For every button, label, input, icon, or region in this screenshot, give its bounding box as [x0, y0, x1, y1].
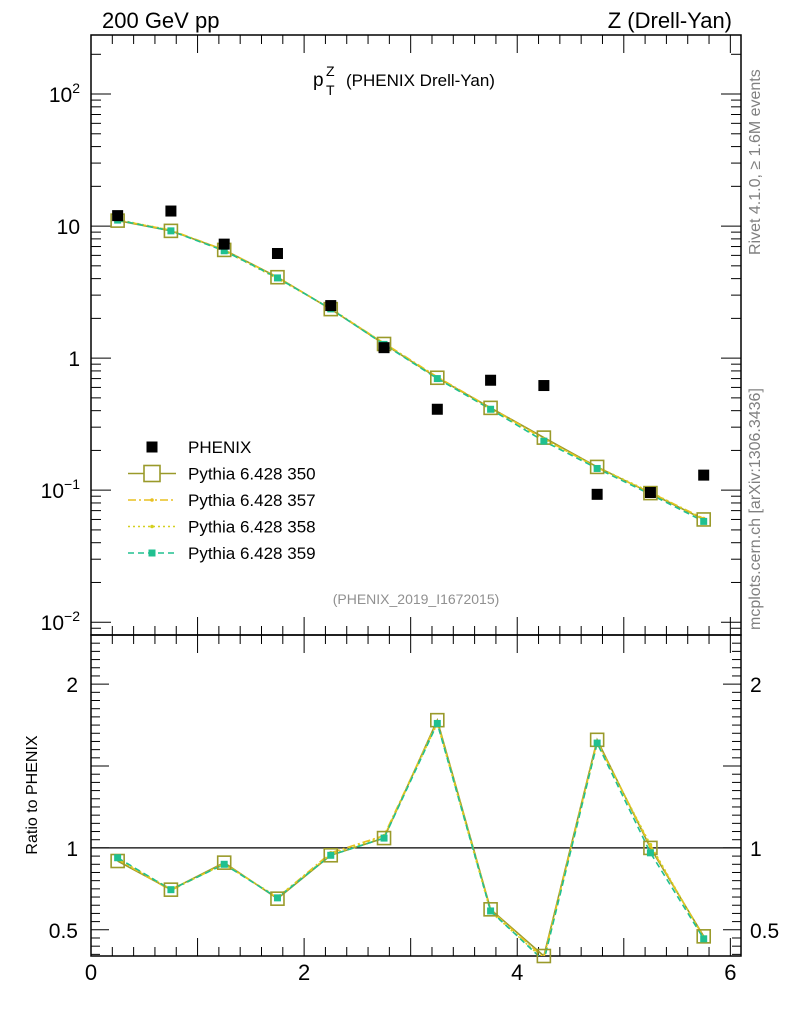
- main-marker-0: [483, 400, 498, 416]
- x-tick-label: 2: [298, 960, 310, 985]
- legend-label-0: Pythia 6.428 350: [188, 465, 316, 484]
- ratio-ylabel: Ratio to PHENIX: [24, 735, 41, 854]
- mcplots-label: mcplots.cern.ch [arXiv:1306.3436]: [747, 388, 764, 630]
- ratio-marker-0: [270, 891, 285, 906]
- ratio-marker-3: [114, 854, 122, 862]
- ratio-marker-0: [696, 929, 712, 944]
- ratio-panel-frame: [90, 634, 742, 957]
- axis-tick-labels: 10−2 10−1 1 10 102 0 2 4 6 0.5 0.5 1 1 2 2: [41, 80, 780, 985]
- ratio-line-2: [117, 721, 705, 956]
- legend-label-data: PHENIX: [188, 438, 251, 457]
- header-right: Z (Drell-Yan): [608, 8, 732, 33]
- ratio-marker-0: [323, 847, 339, 863]
- ratio-marker-3: [433, 719, 441, 727]
- ratio-marker-3: [593, 739, 601, 747]
- x-tick-label: 0: [85, 960, 97, 985]
- series-points: [110, 205, 712, 964]
- data-point: [112, 210, 124, 222]
- main-marker-0: [430, 370, 445, 386]
- legend-label-1: Pythia 6.428 357: [188, 491, 316, 510]
- ratio-marker-0: [216, 855, 232, 870]
- ratio-marker-3: [700, 935, 708, 943]
- ratio-marker-3: [273, 894, 281, 902]
- main-marker-0: [696, 512, 712, 527]
- ratio-tick-label-left: 1: [66, 838, 78, 861]
- main-marker-3: [167, 227, 175, 235]
- y-tick-label: 102: [49, 80, 80, 107]
- data-point: [644, 487, 656, 499]
- ratio-marker-3: [327, 851, 335, 859]
- ratio-marker-0: [536, 948, 552, 964]
- main-marker-0: [589, 459, 605, 475]
- data-point: [378, 342, 390, 354]
- legend-marker-1: [150, 498, 154, 502]
- ratio-tick-label-right: 1: [750, 838, 762, 861]
- data-point: [271, 247, 283, 259]
- main-marker-3: [220, 247, 228, 255]
- ratio-tick-label-right: 2: [750, 674, 762, 697]
- title-rest: (PHENIX Drell-Yan): [346, 71, 495, 90]
- legend-marker-3: [148, 549, 156, 557]
- title-main: p: [313, 70, 324, 91]
- ratio-marker-3: [487, 907, 495, 915]
- title-sub: T: [326, 82, 335, 98]
- ratio-marker-0: [483, 902, 498, 917]
- data-point: [325, 300, 337, 312]
- x-tick-label: 6: [724, 960, 736, 985]
- main-marker-0: [163, 223, 179, 239]
- legend-label-3: Pythia 6.428 359: [188, 544, 316, 563]
- ratio-marker-3: [380, 834, 388, 842]
- data-point: [485, 374, 497, 386]
- ratio-marker-3: [646, 849, 654, 857]
- series-line-3: [117, 219, 705, 523]
- analysis-tag: (PHENIX_2019_I1672015): [333, 591, 500, 607]
- series-curves: [117, 218, 705, 956]
- data-point: [698, 469, 710, 481]
- y-tick-label: 10−1: [41, 476, 81, 503]
- rivet-version-label: Rivet 4.1.0, ≥ 1.6M events: [747, 69, 764, 255]
- ratio-line-0: [117, 717, 705, 956]
- y-tick-label: 10: [57, 216, 80, 239]
- x-tick-label: 4: [511, 960, 523, 985]
- legend: PHENIX Pythia 6.428 350 Pythia 6.428 357 Py…: [128, 438, 316, 563]
- ratio-tick-label-left: 0.5: [49, 920, 78, 943]
- ratio-marker-2: [648, 842, 653, 847]
- header-left: 200 GeV pp: [102, 8, 219, 33]
- ratio-marker-0: [376, 830, 392, 846]
- ratio-tick-label-right: 0.5: [750, 920, 779, 943]
- ratio-marker-3: [167, 886, 175, 894]
- ratio-line-1: [117, 719, 705, 956]
- legend-marker-0: [143, 464, 161, 483]
- ratio-line-3: [117, 721, 705, 956]
- plot-title: p: [313, 70, 324, 91]
- main-marker-0: [270, 269, 285, 285]
- main-marker-3: [593, 464, 601, 472]
- main-marker-3: [540, 437, 548, 445]
- main-marker-3: [487, 405, 495, 413]
- data-point: [431, 403, 443, 415]
- axis-ticks: [90, 35, 741, 956]
- y-tick-label: 1: [68, 348, 80, 371]
- data-point: [165, 205, 177, 217]
- main-marker-3: [433, 375, 441, 383]
- legend-marker-data: [146, 441, 158, 453]
- data-point: [218, 238, 230, 250]
- main-marker-3: [700, 517, 708, 525]
- legend-marker-2: [150, 524, 154, 529]
- ratio-marker-3: [220, 860, 228, 868]
- main-marker-3: [273, 274, 281, 282]
- data-point: [591, 488, 603, 500]
- data-point: [538, 380, 550, 392]
- main-marker-0: [643, 485, 658, 501]
- y-tick-label: 10−2: [41, 608, 81, 635]
- ratio-tick-label-left: 2: [66, 674, 78, 697]
- title-sup: Z: [326, 63, 335, 79]
- legend-label-2: Pythia 6.428 358: [188, 518, 316, 537]
- ratio-marker-0: [163, 882, 179, 897]
